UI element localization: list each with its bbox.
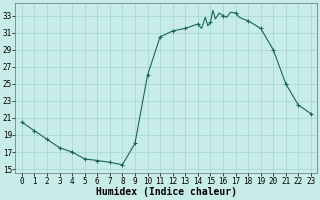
- X-axis label: Humidex (Indice chaleur): Humidex (Indice chaleur): [96, 187, 237, 197]
